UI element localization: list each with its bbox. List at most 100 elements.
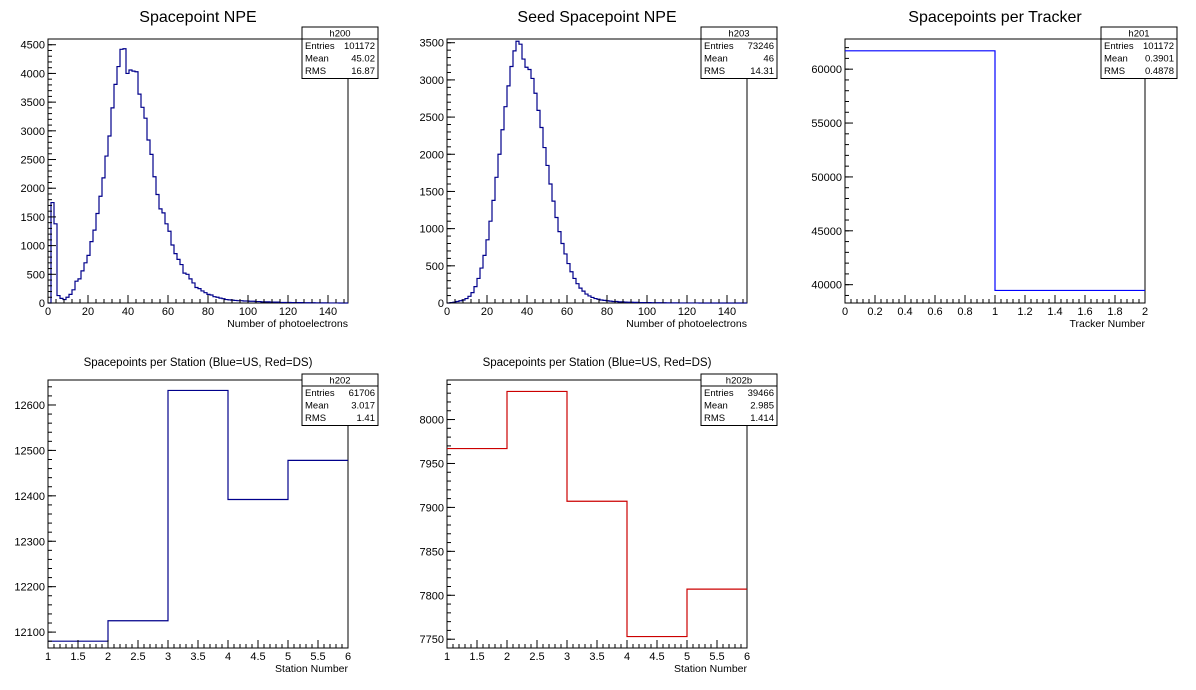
y-tick-label: 2500 <box>21 155 45 167</box>
y-tick-label: 3500 <box>21 97 45 109</box>
stats-label: Entries <box>704 388 734 399</box>
x-tick-label: 2.5 <box>529 651 544 663</box>
x-tick-label: 0.8 <box>957 306 972 318</box>
stats-label: Mean <box>305 401 329 412</box>
stats-label: RMS <box>704 66 725 77</box>
histogram-line <box>48 389 348 642</box>
x-tick-label: 40 <box>521 306 533 318</box>
stats-value: 73246 <box>748 41 774 52</box>
x-tick-label: 1.6 <box>1077 306 1092 318</box>
y-tick-label: 1500 <box>420 186 444 198</box>
chart-h203: Seed Spacepoint NPE 0 20 40 60 80 100 120 140 0 50… <box>420 9 778 330</box>
x-tick-label: 20 <box>82 306 94 318</box>
y-tick-label: 55000 <box>811 118 842 130</box>
y-tick-label: 3000 <box>21 126 45 138</box>
x-tick-label: 1.4 <box>1047 306 1062 318</box>
x-tick-label: 3 <box>165 651 171 663</box>
y-tick-label: 12100 <box>14 627 45 639</box>
chart-title: Spacepoints per Tracker <box>908 9 1082 26</box>
y-tick-label: 7900 <box>420 502 444 514</box>
x-tick-label: 3.5 <box>589 651 604 663</box>
y-tick-label: 1000 <box>420 224 444 236</box>
x-tick-label: 80 <box>202 306 214 318</box>
x-tick-label: 1 <box>444 651 450 663</box>
y-tick-label: 12400 <box>14 491 45 503</box>
stats-label: RMS <box>305 413 326 424</box>
stats-box-frame <box>301 373 379 426</box>
x-tick-label: 0.6 <box>927 306 942 318</box>
chart-title: Spacepoint NPE <box>139 9 256 26</box>
x-tick-label: 4.5 <box>649 651 664 663</box>
x-axis-title: Number of photoelectrons <box>626 318 747 330</box>
x-tick-label: 6 <box>744 651 750 663</box>
stats-label: RMS <box>704 413 725 424</box>
y-tick-label: 1000 <box>21 241 45 253</box>
x-tick-label: 0 <box>45 306 51 318</box>
x-tick-label: 1.5 <box>469 651 484 663</box>
y-tick-label: 0 <box>438 298 444 310</box>
x-tick-label: 4 <box>225 651 231 663</box>
x-tick-label: 120 <box>279 306 297 318</box>
x-tick-label: 5.5 <box>310 651 325 663</box>
x-tick-label: 2 <box>1142 306 1148 318</box>
x-tick-label: 1.2 <box>1017 306 1032 318</box>
y-tick-label: 8000 <box>420 415 444 427</box>
x-tick-label: 40 <box>122 306 134 318</box>
stats-value: 45.02 <box>351 54 375 65</box>
y-tick-label: 4000 <box>21 68 45 80</box>
stats-label: Entries <box>305 388 335 399</box>
stats-value: 0.3901 <box>1145 54 1174 65</box>
x-axis-title: Tracker Number <box>1070 318 1146 330</box>
histogram-line <box>845 50 1145 292</box>
y-tick-label: 12600 <box>14 400 45 412</box>
stats-value: 16.87 <box>351 66 375 77</box>
stats-value: 101172 <box>344 41 375 52</box>
stats-label: Entries <box>305 41 335 52</box>
stats-box-frame <box>700 26 778 79</box>
y-tick-label: 60000 <box>811 64 842 76</box>
y-tick-label: 2500 <box>420 112 444 124</box>
x-tick-label: 20 <box>481 306 493 318</box>
y-tick-label: 40000 <box>811 280 842 292</box>
x-tick-label: 0 <box>444 306 450 318</box>
y-tick-label: 3500 <box>420 38 444 50</box>
y-tick-label: 500 <box>426 261 444 273</box>
chart-title: Spacepoints per Station (Blue=US, Red=DS… <box>483 357 712 369</box>
stats-value: 2.985 <box>750 401 774 412</box>
x-tick-label: 1 <box>992 306 998 318</box>
stats-label: Mean <box>704 401 728 412</box>
plot-frame <box>446 38 748 304</box>
stats-value: 39466 <box>748 388 774 399</box>
x-tick-label: 1.5 <box>70 651 85 663</box>
x-tick-label: 120 <box>678 306 696 318</box>
x-tick-label: 0.2 <box>867 306 882 318</box>
y-tick-label: 7800 <box>420 590 444 602</box>
stats-box-name: h202 <box>329 376 350 387</box>
stats-value: 0.4878 <box>1145 66 1174 77</box>
y-tick-label: 12200 <box>14 582 45 594</box>
x-tick-label: 4.5 <box>250 651 265 663</box>
y-tick-label: 0 <box>39 298 45 310</box>
x-tick-label: 0.4 <box>897 306 912 318</box>
stats-value: 101172 <box>1143 41 1174 52</box>
x-tick-label: 2 <box>504 651 510 663</box>
chart-title: Spacepoints per Station (Blue=US, Red=DS… <box>84 357 313 369</box>
x-tick-label: 100 <box>638 306 656 318</box>
stats-label: Entries <box>704 41 734 52</box>
stats-box-name: h200 <box>329 29 350 40</box>
x-tick-label: 5 <box>684 651 690 663</box>
stats-box-name: h201 <box>1128 29 1149 40</box>
chart-h200: Spacepoint NPE 0 20 40 60 80 100 120 140 0 500 1000… <box>21 9 379 330</box>
x-axis-title: Station Number <box>674 663 747 675</box>
stats-value: 3.017 <box>351 401 375 412</box>
stats-label: Mean <box>305 54 329 65</box>
stats-box-name: h202b <box>726 376 752 387</box>
x-tick-label: 6 <box>345 651 351 663</box>
x-tick-label: 60 <box>561 306 573 318</box>
x-tick-label: 3 <box>564 651 570 663</box>
y-tick-label: 4500 <box>21 40 45 52</box>
x-tick-label: 0 <box>842 306 848 318</box>
